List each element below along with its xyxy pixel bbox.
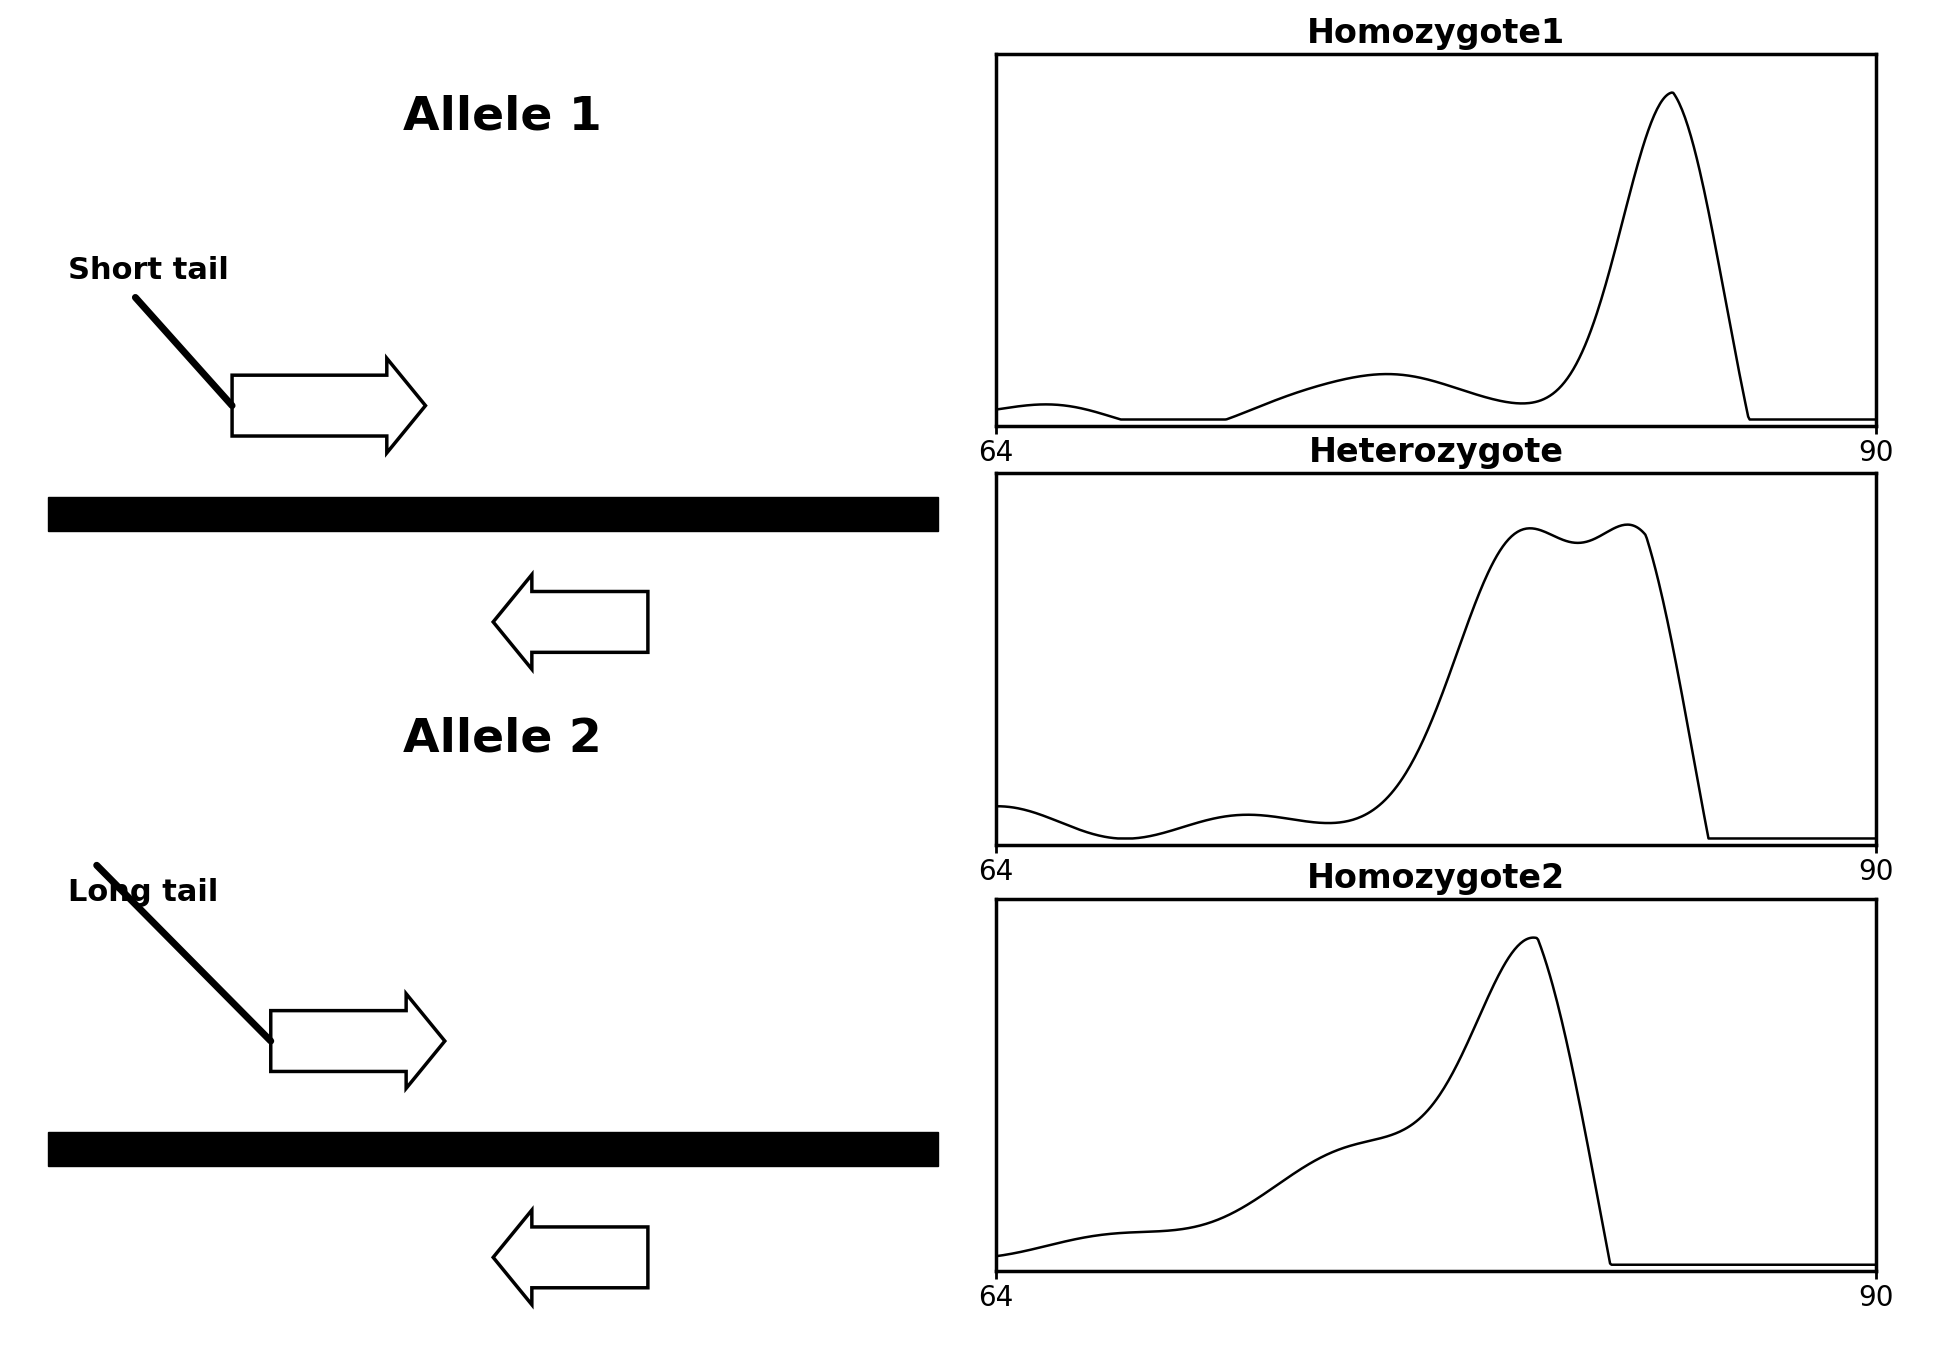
FancyArrow shape [48, 1133, 938, 1165]
FancyArrow shape [232, 358, 425, 453]
FancyArrow shape [48, 498, 938, 531]
FancyArrow shape [493, 575, 648, 669]
FancyArrow shape [493, 1210, 648, 1305]
Text: Allele 1: Allele 1 [404, 95, 601, 139]
Title: Heterozygote: Heterozygote [1309, 437, 1563, 469]
Text: Allele 2: Allele 2 [404, 717, 601, 761]
FancyArrow shape [271, 994, 445, 1088]
Text: Long tail: Long tail [68, 877, 219, 907]
Title: Homozygote1: Homozygote1 [1307, 18, 1565, 50]
Text: Short tail: Short tail [68, 256, 228, 285]
Title: Homozygote2: Homozygote2 [1307, 863, 1565, 895]
